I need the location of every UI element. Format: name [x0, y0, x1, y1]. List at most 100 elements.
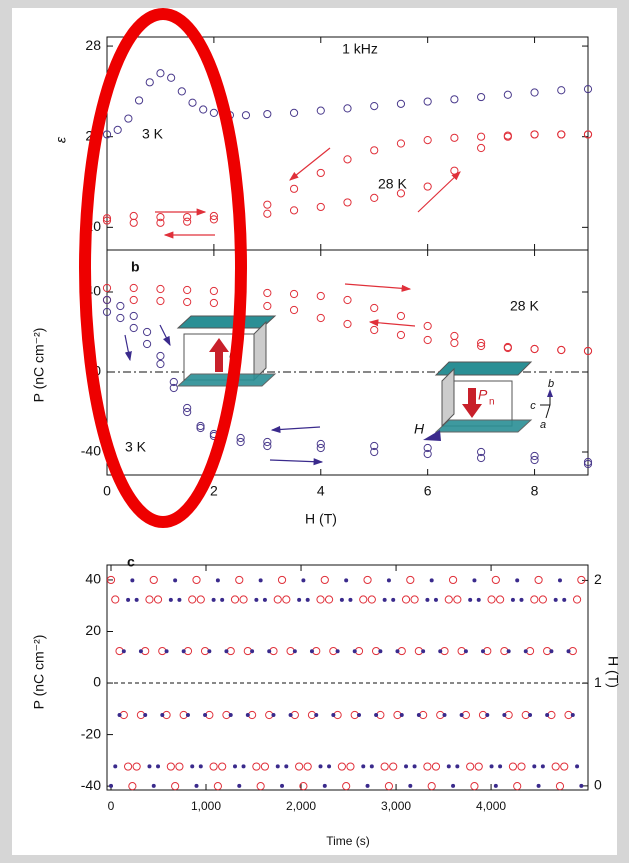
data-point: [237, 783, 242, 788]
data-point: [316, 443, 325, 453]
data-point: [198, 764, 203, 769]
data-point: [235, 575, 244, 585]
data-point: [476, 597, 481, 602]
data-point: [401, 595, 411, 604]
data-point: [263, 109, 272, 119]
inset-subscript: n: [489, 397, 495, 408]
data-point: [448, 575, 458, 585]
data-point: [530, 88, 539, 97]
data-point: [450, 95, 459, 104]
data-point: [301, 578, 306, 583]
data-point: [363, 575, 372, 585]
data-point: [262, 597, 267, 602]
x-tick-label: 3,000: [381, 799, 411, 813]
data-point: [116, 313, 125, 323]
inset-axis: c: [530, 400, 536, 412]
data-point: [183, 285, 192, 295]
data-point: [169, 383, 178, 393]
data-point: [280, 783, 285, 788]
data-point: [318, 764, 323, 769]
data-point: [167, 73, 176, 82]
data-point: [450, 133, 459, 142]
data-point: [451, 783, 456, 788]
data-point: [282, 595, 291, 604]
data-point: [396, 139, 406, 148]
data-point: [239, 595, 248, 604]
data-point: [256, 782, 265, 791]
data-point: [536, 783, 541, 788]
data-point: [477, 338, 486, 348]
data-point: [528, 713, 533, 717]
data-point: [423, 335, 432, 345]
data-point: [230, 595, 240, 604]
y2-axis-label: H (T): [605, 656, 621, 688]
data-point: [316, 595, 325, 604]
data-point: [446, 764, 451, 769]
data-point: [263, 288, 272, 298]
data-point: [254, 597, 259, 602]
data-point: [183, 217, 192, 226]
x-tick-label: 8: [531, 483, 539, 499]
data-point: [489, 764, 494, 769]
data-point: [316, 313, 325, 323]
data-point: [288, 713, 293, 717]
data-point: [412, 764, 417, 769]
data-point: [209, 762, 218, 771]
data-point: [295, 762, 304, 771]
data-point: [339, 597, 344, 602]
data-point: [421, 649, 426, 654]
data-point: [203, 713, 208, 717]
data-point: [130, 578, 135, 583]
series-label: 3 K: [142, 126, 164, 142]
data-point: [209, 108, 218, 118]
data-point: [370, 447, 379, 457]
data-point: [102, 307, 112, 317]
series-label: 28 K: [510, 298, 539, 314]
data-point: [510, 597, 515, 602]
data-point: [309, 649, 314, 654]
x-tick-label: 4: [317, 483, 325, 499]
data-point: [356, 713, 361, 717]
data-point: [380, 762, 389, 771]
sweep-arrow: [269, 458, 324, 466]
data-point: [258, 578, 263, 583]
data-point: [423, 97, 432, 106]
y-tick-label: -20: [81, 725, 101, 741]
y-axis-label: P (nC cm⁻²): [31, 328, 47, 403]
data-point: [472, 578, 477, 583]
y-axis-label: P (nC cm⁻²): [31, 635, 47, 710]
data-point: [343, 319, 352, 329]
data-point: [477, 453, 486, 463]
data-point: [423, 136, 432, 145]
data-point: [322, 783, 327, 788]
data-point: [128, 782, 137, 791]
data-point: [502, 713, 507, 717]
data-point: [335, 649, 340, 654]
data-point: [425, 597, 430, 602]
data-point: [545, 713, 550, 717]
data-point: [551, 762, 560, 771]
sweep-arrow: [368, 319, 416, 327]
data-point: [190, 764, 195, 769]
data-point: [250, 649, 255, 654]
data-point: [160, 713, 165, 717]
data-point: [583, 346, 593, 356]
sweep-arrow: [159, 324, 171, 347]
data-point: [579, 783, 584, 788]
data-point: [352, 649, 357, 654]
data-point: [305, 597, 310, 602]
data-point: [275, 764, 280, 769]
decorations: [124, 147, 553, 466]
data-point: [263, 209, 272, 218]
data-point: [236, 433, 245, 443]
data-point: [316, 106, 325, 115]
inset-axis: b: [548, 378, 554, 390]
data-point: [213, 782, 222, 791]
data-point: [271, 713, 276, 717]
data-point: [124, 114, 133, 123]
data-point: [427, 782, 436, 791]
data-point: [245, 713, 250, 717]
data-point: [126, 597, 131, 602]
data-point: [156, 218, 165, 227]
